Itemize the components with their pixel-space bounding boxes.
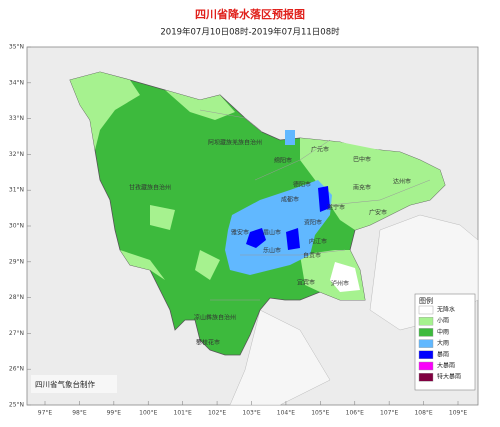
legend-swatch [418, 350, 434, 359]
city-label: 德阳市 [293, 181, 311, 189]
lon-label: 108°E [414, 410, 432, 417]
subtitle: 2019年07月10日08时-2019年07月11日08时 [160, 27, 340, 38]
no-rain-area [330, 262, 360, 292]
footer: 四川省气象台制作 [35, 379, 95, 389]
lat-label: 32°N [9, 151, 24, 158]
city-label: 遂宁市 [327, 204, 345, 212]
lon-label: 105°E [311, 410, 329, 417]
title: 四川省降水落区预报图 [195, 7, 305, 21]
city-label: 达州市 [393, 178, 411, 186]
legend-swatch [418, 339, 434, 348]
lat-label: 28°N [9, 294, 24, 301]
city-label: 凉山彝族自治州 [194, 314, 236, 322]
legend-label: 小雨 [437, 317, 449, 325]
legend-label: 无降水 [437, 306, 455, 314]
city-label: 南充市 [353, 184, 371, 192]
lon-label: 102°E [208, 410, 226, 417]
lon-label: 101°E [174, 410, 192, 417]
city-label: 泸州市 [331, 280, 349, 288]
lon-label: 106°E [346, 410, 364, 417]
lat-label: 33°N [9, 115, 24, 122]
city-label: 广安市 [369, 209, 387, 217]
rainstorm-area [246, 186, 330, 250]
lat-label: 29°N [9, 258, 24, 265]
lon-label: 109°E [449, 410, 467, 417]
lon-label: 99°E [107, 410, 122, 417]
lon-label: 103°E [242, 410, 260, 417]
city-label: 雅安市 [231, 229, 249, 237]
city-boundaries [199, 109, 431, 301]
city-label: 阿坝藏族羌族自治州 [208, 139, 262, 147]
legend-swatch [418, 361, 434, 371]
legend-swatch [418, 328, 434, 337]
lon-label: 97°E [38, 410, 53, 417]
legend-swatch [418, 317, 434, 326]
lat-label: 25°N [9, 402, 24, 409]
lon-label: 100°E [139, 410, 157, 417]
city-label: 资阳市 [304, 219, 322, 227]
lat-label: 27°N [9, 330, 24, 337]
city-label: 乐山市 [263, 247, 281, 255]
lat-label: 30°N [9, 223, 24, 230]
city-label: 眉山市 [263, 229, 281, 237]
legend-swatch [418, 305, 434, 315]
city-label: 宜宾市 [297, 279, 315, 287]
city-label: 绵阳市 [274, 157, 292, 165]
lat-label: 26°N [9, 366, 24, 373]
city-label: 攀枝花市 [196, 339, 220, 347]
legend-label: 大暴雨 [437, 362, 455, 370]
city-label: 广元市 [311, 146, 329, 154]
legend-title: 图例 [419, 296, 433, 305]
lat-label: 34°N [9, 79, 24, 86]
city-label: 自贡市 [303, 252, 321, 260]
city-label: 内江市 [309, 238, 327, 246]
legend-label: 暴雨 [437, 351, 449, 358]
city-label: 甘孜藏族自治州 [129, 184, 171, 192]
lon-label: 98°E [72, 410, 87, 417]
legend-label: 中雨 [437, 328, 449, 336]
legend-swatch [418, 373, 434, 382]
lat-label: 31°N [9, 187, 24, 194]
light-rain-area [70, 72, 445, 300]
footer-box [31, 375, 117, 393]
lat-label: 35°N [9, 44, 24, 51]
legend-label: 特大暴雨 [437, 373, 461, 381]
city-label: 成都市 [281, 196, 299, 204]
legend-label: 大雨 [437, 339, 449, 347]
neighbor-province [229, 214, 479, 406]
lon-label: 107°E [380, 410, 398, 417]
city-label: 巴中市 [353, 156, 371, 164]
lon-label: 104°E [277, 410, 295, 417]
